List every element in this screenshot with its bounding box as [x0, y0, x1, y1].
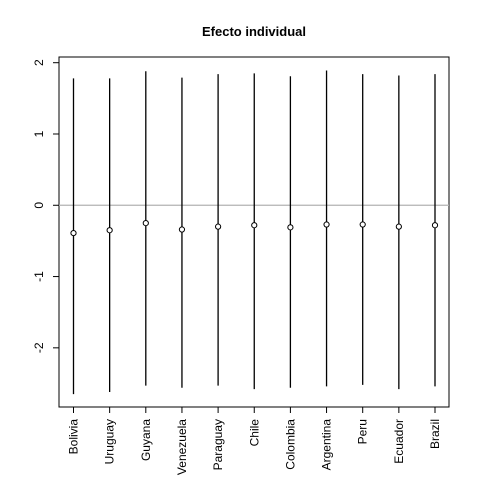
x-tick-label: Brazil — [428, 419, 442, 449]
point-estimate — [178, 226, 186, 233]
point-estimate — [142, 219, 149, 227]
x-tick-label: Peru — [356, 419, 370, 444]
x-tick-label: Paraguay — [211, 419, 225, 470]
point-estimate — [359, 221, 366, 228]
y-tick-label: -1 — [32, 271, 46, 282]
point-estimate — [251, 222, 258, 229]
point-estimate — [395, 223, 402, 230]
x-tick-label: Colombia — [283, 419, 297, 470]
point-estimate — [431, 222, 439, 229]
x-tick-label: Venezuela — [175, 419, 189, 475]
point-estimate — [70, 229, 77, 237]
y-tick-label: 2 — [32, 59, 46, 66]
x-tick-label: Bolivia — [67, 419, 81, 455]
x-tick-label: Uruguay — [103, 419, 117, 464]
x-tick-label: Ecuador — [392, 419, 406, 464]
plot-area: 2 1 0 -1 -2 Bolivia Uruguay Guyana Venezuela Para… — [32, 56, 450, 475]
point-estimate — [106, 227, 113, 234]
y-tick-label: -2 — [32, 342, 46, 353]
y-tick-label: 0 — [32, 202, 46, 209]
point-estimate — [215, 223, 222, 230]
chart-title: Efecto individual — [202, 24, 306, 39]
x-tick-label: Guyana — [139, 419, 153, 461]
point-estimate — [287, 224, 294, 231]
y-tick-label: 1 — [32, 130, 46, 137]
point-estimate — [323, 221, 330, 228]
x-tick-label: Chile — [247, 419, 261, 447]
x-tick-label: Argentina — [320, 419, 334, 471]
